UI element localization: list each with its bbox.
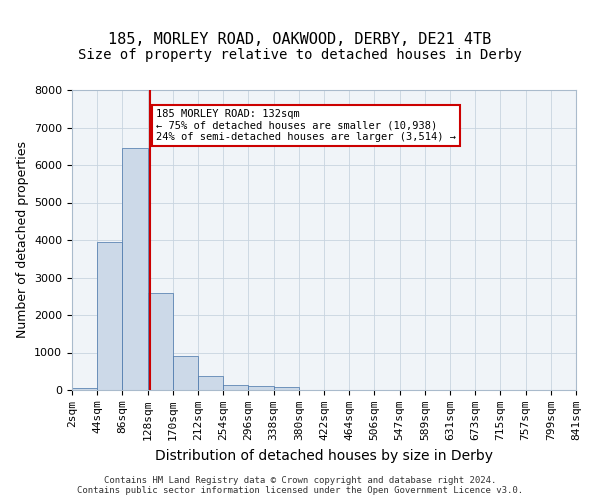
Text: 185 MORLEY ROAD: 132sqm
← 75% of detached houses are smaller (10,938)
24% of sem: 185 MORLEY ROAD: 132sqm ← 75% of detache… (156, 109, 456, 142)
Text: 185, MORLEY ROAD, OAKWOOD, DERBY, DE21 4TB: 185, MORLEY ROAD, OAKWOOD, DERBY, DE21 4… (109, 32, 491, 48)
Bar (248, 386, 274, 390)
Bar (173, 356, 198, 390)
X-axis label: Distribution of detached houses by size in Derby: Distribution of detached houses by size … (155, 448, 493, 462)
Text: Contains HM Land Registry data © Crown copyright and database right 2024.
Contai: Contains HM Land Registry data © Crown c… (77, 476, 523, 495)
Text: Size of property relative to detached houses in Derby: Size of property relative to detached ho… (78, 48, 522, 62)
Bar (97, 242, 122, 390)
Y-axis label: Number of detached properties: Number of detached properties (16, 142, 29, 338)
Bar (122, 148, 148, 390)
Bar (198, 376, 223, 390)
Bar (72, 388, 97, 390)
Bar (148, 292, 173, 390)
Bar (274, 388, 299, 390)
Bar (223, 385, 248, 390)
